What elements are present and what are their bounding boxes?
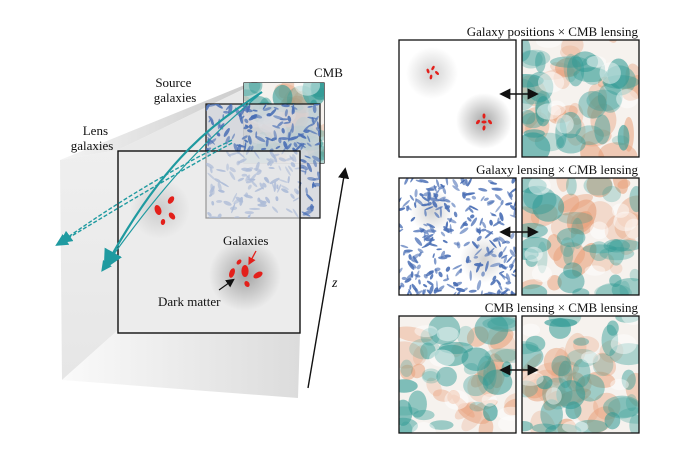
galaxy-dot bbox=[429, 74, 433, 80]
galaxy-dot bbox=[431, 65, 435, 71]
cross-correlation-panels: Galaxy positions × CMB lensing Galaxy len… bbox=[398, 24, 640, 434]
redshift-axis bbox=[307, 167, 350, 389]
galaxy-dot bbox=[482, 125, 486, 131]
dark-matter-label: Dark matter bbox=[158, 294, 221, 309]
lens-galaxies-plane bbox=[117, 150, 301, 334]
galaxies-label: Galaxies bbox=[223, 233, 268, 248]
z-axis-label: z bbox=[331, 276, 338, 291]
light-rays bbox=[55, 91, 263, 272]
panel-title: CMB lensing × CMB lensing bbox=[485, 300, 639, 315]
galaxy-shear-map bbox=[398, 177, 517, 296]
galaxy-dot bbox=[487, 119, 493, 125]
cmb-lensing-map bbox=[398, 315, 517, 434]
tunnel-top-face bbox=[60, 82, 258, 160]
source-light-ray-2 bbox=[55, 142, 233, 246]
tunnel-left-face bbox=[60, 150, 118, 380]
source-light-ray-1 bbox=[59, 139, 233, 244]
panel-title: Galaxy positions × CMB lensing bbox=[467, 24, 639, 39]
tunnel-bottom-face bbox=[62, 330, 300, 398]
galaxy-dot bbox=[475, 119, 481, 125]
cmb-light-ray-1 bbox=[103, 91, 263, 270]
galaxy-dot bbox=[435, 71, 439, 75]
lens-galaxies-label: Lens galaxies bbox=[71, 123, 114, 153]
source-galaxies-label: Source galaxies bbox=[154, 75, 197, 105]
panel-3: CMB lensing × CMB lensing bbox=[398, 300, 640, 434]
panel-2: Galaxy lensing × CMB lensing bbox=[398, 162, 640, 296]
dark-matter-pointer bbox=[218, 278, 235, 291]
galaxy-positions-map bbox=[398, 39, 517, 158]
galaxy-dot bbox=[426, 68, 430, 74]
cmb-lensing-map bbox=[521, 315, 640, 434]
panel-1: Galaxy positions × CMB lensing bbox=[398, 24, 640, 158]
galaxies-pointer bbox=[248, 250, 257, 266]
galaxy-dot bbox=[482, 113, 486, 119]
cmb-label: CMB bbox=[314, 65, 343, 80]
cmb-lensing-map bbox=[521, 39, 640, 158]
cmb-light-ray-2 bbox=[101, 91, 263, 272]
cmb-lensing-map bbox=[521, 177, 640, 296]
panel-title: Galaxy lensing × CMB lensing bbox=[476, 162, 638, 177]
galaxy-cluster-lower bbox=[229, 259, 263, 288]
galaxy-dot bbox=[481, 120, 487, 124]
galaxy-cluster-upper bbox=[154, 196, 176, 225]
